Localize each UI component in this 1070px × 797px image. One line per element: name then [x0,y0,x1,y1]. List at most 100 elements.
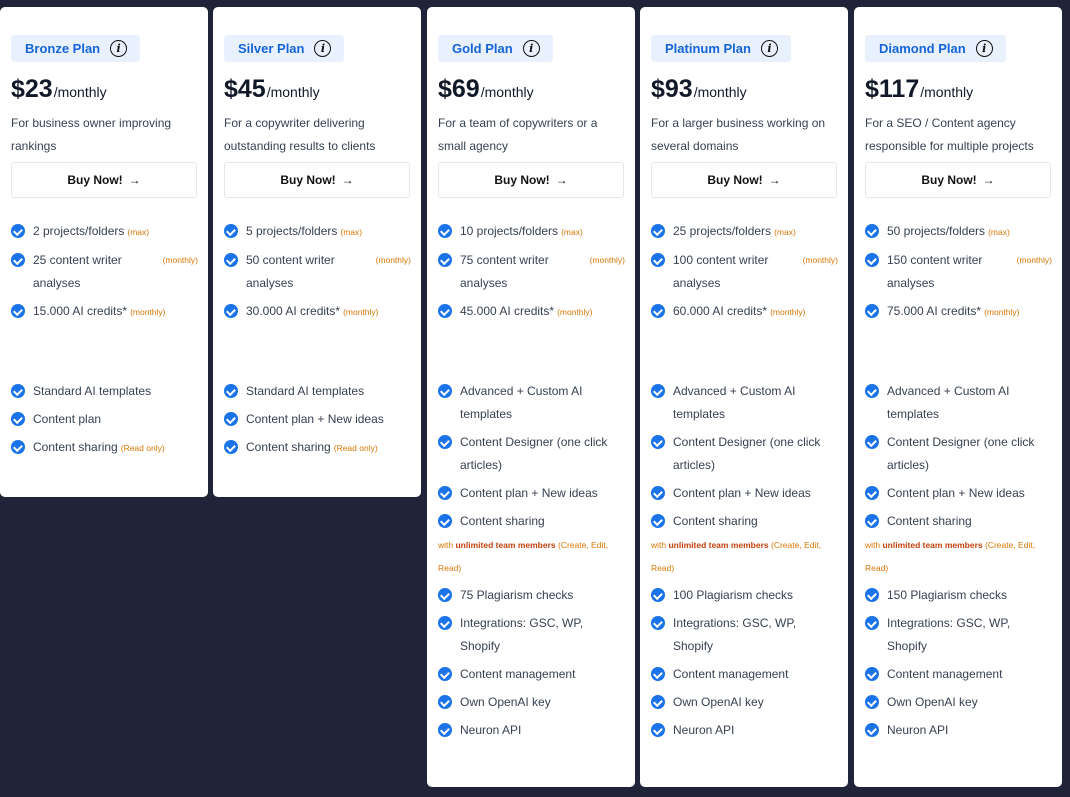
buy-now-button[interactable]: Buy Now! → [651,162,837,198]
feature-item: 2 projects/folders (max) [11,220,198,244]
plan-description: For a copywriter delivering outstanding … [224,116,376,153]
feature-item: 60.000 AI credits* (monthly) [651,300,838,324]
feature-text-wrap: Content Designer (one click articles) [673,431,838,477]
check-circle-icon [865,514,879,528]
feature-text: Content management [673,667,789,681]
check-circle-icon [224,253,238,267]
check-circle-icon [224,384,238,398]
buy-now-button[interactable]: Buy Now! → [224,162,410,198]
feature-text-wrap: 5 projects/folders (max) [246,220,411,244]
check-circle-icon [651,486,665,500]
check-circle-icon [865,435,879,449]
feature-item: Content plan + New ideas [438,482,625,505]
feature-text-wrap: (monthly) 75 content writer analyses [460,249,625,295]
feature-item: Content Designer (one click articles) [438,431,625,477]
check-circle-icon [651,667,665,681]
feature-text: 15.000 AI credits* [33,304,128,318]
feature-group-spacer [11,329,198,380]
feature-text: Content Designer (one click articles) [460,435,608,472]
feature-text: 5 projects/folders [246,224,338,238]
feature-note: (monthly) [770,307,806,317]
feature-text: 150 content writer analyses [887,253,983,290]
info-icon[interactable]: i [522,40,540,57]
feature-text: 50 content writer analyses [246,253,335,290]
feature-list: 10 projects/folders (max) (monthly) 75 cont… [438,220,625,742]
check-circle-icon [651,616,665,630]
price-period: /monthly [480,84,534,100]
feature-item: Standard AI templates [11,380,198,403]
feature-item: (monthly) 25 content writer analyses [11,249,198,295]
feature-text: Neuron API [460,723,522,737]
check-circle-icon [865,588,879,602]
feature-text: Neuron API [887,723,949,737]
feature-text: Content sharing [460,514,545,528]
price-amount: $23 [11,75,53,103]
feature-text: Content sharing [246,440,331,454]
feature-text-wrap: Neuron API [460,719,625,742]
subnote-pre: with [651,540,669,550]
feature-text-wrap: Integrations: GSC, WP, Shopify [887,612,1052,658]
feature-list: 50 projects/folders (max) (monthly) 150 con… [865,220,1052,742]
feature-text-wrap: Integrations: GSC, WP, Shopify [673,612,838,658]
feature-text-wrap: Standard AI templates [246,380,411,403]
feature-subnote: with unlimited team members (Create, Edi… [651,534,838,580]
feature-text: Standard AI templates [33,384,152,398]
info-icon[interactable]: i [314,40,332,57]
check-circle-icon [224,440,238,454]
plan-description: For a SEO / Content agency responsible f… [865,116,1034,153]
feature-text: 100 content writer analyses [673,253,769,290]
info-icon[interactable]: i [760,40,778,57]
check-circle-icon [11,253,25,267]
feature-item: Integrations: GSC, WP, Shopify [651,612,838,658]
feature-text-wrap: 25 projects/folders (max) [673,220,838,244]
feature-list: 2 projects/folders (max) (monthly) 25 conte… [11,220,198,460]
feature-text-wrap: Neuron API [887,719,1052,742]
feature-item: (monthly) 75 content writer analyses [438,249,625,295]
info-icon[interactable]: i [110,40,128,57]
buy-now-label: Buy Now! [67,173,123,187]
feature-item: Content sharing [865,510,1052,533]
buy-now-button[interactable]: Buy Now! → [11,162,197,198]
subnote-bold: unlimited team members [882,540,983,550]
feature-group-spacer [224,329,411,380]
subnote-bold: unlimited team members [455,540,556,550]
feature-text-wrap: Content Designer (one click articles) [887,431,1052,477]
check-circle-icon [865,384,879,398]
feature-text: Integrations: GSC, WP, Shopify [460,616,584,653]
subnote-post: (Create, Edit, Read) [438,540,609,573]
feature-item: (monthly) 150 content writer analyses [865,249,1052,295]
feature-note: (monthly) [375,255,411,265]
check-circle-icon [651,224,665,238]
check-circle-icon [11,412,25,426]
feature-subnote: with unlimited team members (Create, Edi… [438,534,625,580]
plan-name: Platinum Plan [665,41,751,56]
check-circle-icon [438,384,452,398]
buy-now-button[interactable]: Buy Now! → [865,162,1051,198]
buy-now-button[interactable]: Buy Now! → [438,162,624,198]
check-circle-icon [438,695,452,709]
feature-text-wrap: Own OpenAI key [673,691,838,714]
feature-text: Content plan + New ideas [246,412,384,426]
plan-price: $45/monthly [224,75,411,104]
feature-text-wrap: Content plan + New ideas [887,482,1052,505]
feature-text: 150 Plagiarism checks [887,588,1008,602]
buy-now-label: Buy Now! [707,173,763,187]
buy-now-label: Buy Now! [921,173,977,187]
check-circle-icon [224,224,238,238]
check-circle-icon [651,253,665,267]
check-circle-icon [651,304,665,318]
feature-text-wrap: (monthly) 25 content writer analyses [33,249,198,295]
feature-item: Own OpenAI key [865,691,1052,714]
feature-item: Advanced + Custom AI templates [651,380,838,426]
subnote-pre: with [438,540,456,550]
price-period: /monthly [266,84,320,100]
feature-subnote: with unlimited team members (Create, Edi… [865,534,1052,580]
feature-note: (monthly) [1016,255,1052,265]
arrow-right-icon: → [982,173,995,187]
feature-text: Content plan + New ideas [460,486,598,500]
feature-item: (monthly) 100 content writer analyses [651,249,838,295]
feature-note: (monthly) [130,307,166,317]
feature-text-wrap: Content management [673,663,838,686]
info-icon[interactable]: i [975,40,993,57]
price-period: /monthly [53,84,107,100]
